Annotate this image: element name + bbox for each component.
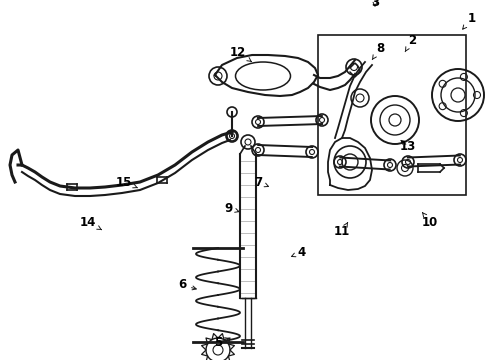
- Bar: [318, 35, 466, 195]
- Text: 4: 4: [292, 246, 306, 258]
- Text: 13: 13: [400, 139, 416, 153]
- Text: 5: 5: [214, 336, 229, 348]
- Text: 3: 3: [371, 0, 379, 9]
- Text: 8: 8: [372, 41, 384, 60]
- Text: 2: 2: [405, 33, 416, 52]
- Text: 14: 14: [80, 216, 101, 230]
- Text: 12: 12: [230, 45, 251, 62]
- Text: 11: 11: [334, 222, 350, 238]
- Text: 7: 7: [254, 175, 269, 189]
- Text: 15: 15: [116, 175, 138, 189]
- Text: 1: 1: [463, 12, 476, 29]
- Text: 6: 6: [178, 279, 196, 292]
- Text: 9: 9: [224, 202, 239, 215]
- Text: 10: 10: [422, 212, 438, 229]
